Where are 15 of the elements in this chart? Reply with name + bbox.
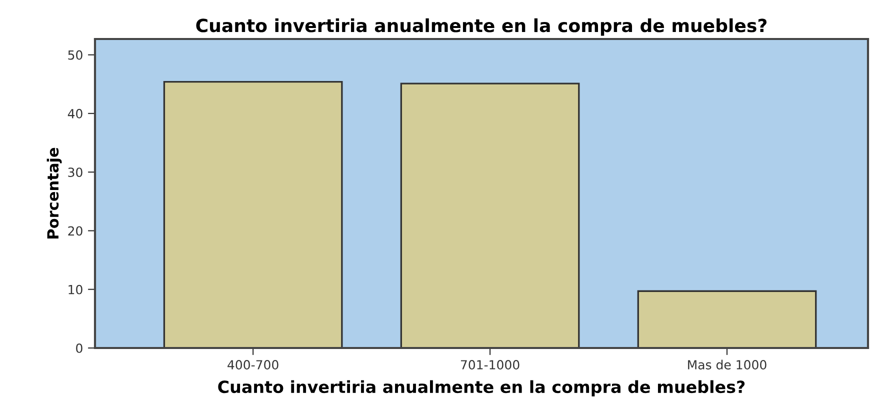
x-tick-label: 400-700	[228, 360, 278, 370]
y-axis-title: Porcentaje	[46, 148, 62, 238]
x-tick-label: 701-1000	[460, 360, 520, 370]
y-tick-label: 0	[76, 343, 82, 353]
x-axis-title: Cuanto invertiria anualmente en la compra de muebles?	[218, 380, 745, 396]
y-tick-label: 30	[68, 168, 82, 178]
y-tick-label: 50	[68, 50, 82, 60]
y-tick-label: 20	[68, 226, 82, 236]
chart-title: Cuanto invertiria anualmente en la compra de muebles?	[196, 18, 767, 36]
bar	[400, 82, 580, 348]
bar	[163, 80, 343, 348]
x-tick-label: Mas de 1000	[688, 360, 766, 370]
bar	[637, 290, 817, 348]
y-tick-label: 40	[68, 108, 82, 118]
y-tick-label: 10	[68, 284, 82, 294]
